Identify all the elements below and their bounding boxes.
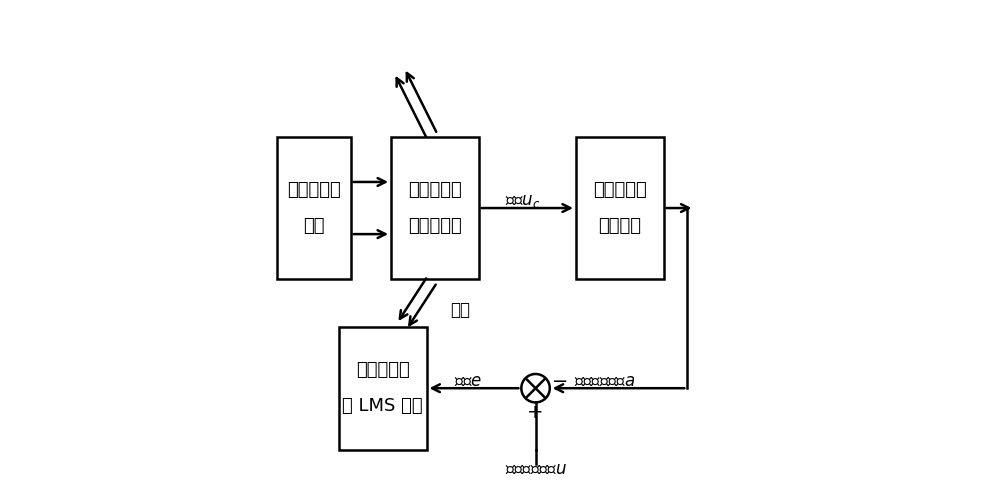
Text: 反馈响应信号$a$: 反馈响应信号$a$	[574, 372, 635, 390]
Circle shape	[521, 374, 550, 402]
Text: 自适应滤波: 自适应滤波	[408, 182, 462, 199]
Text: 控制系统: 控制系统	[598, 217, 641, 235]
Text: 输出$u_c$: 输出$u_c$	[505, 192, 541, 210]
Text: 液压振动台: 液压振动台	[593, 182, 647, 199]
Text: 正弦信号发: 正弦信号发	[287, 182, 341, 199]
Text: 改进的变步: 改进的变步	[356, 362, 410, 379]
Bar	[339, 327, 427, 450]
Text: 器权值向量: 器权值向量	[408, 217, 462, 235]
Text: 长 LMS 算法: 长 LMS 算法	[342, 397, 423, 415]
Bar	[391, 137, 479, 279]
Text: −: −	[552, 372, 569, 391]
Bar	[277, 137, 351, 279]
Text: 输入期望信号$u$: 输入期望信号$u$	[505, 460, 567, 478]
Bar	[576, 137, 664, 279]
Text: 误差$e$: 误差$e$	[454, 372, 482, 390]
Text: 生器: 生器	[303, 217, 325, 235]
Text: 更新: 更新	[450, 301, 470, 319]
Text: +: +	[527, 403, 544, 423]
